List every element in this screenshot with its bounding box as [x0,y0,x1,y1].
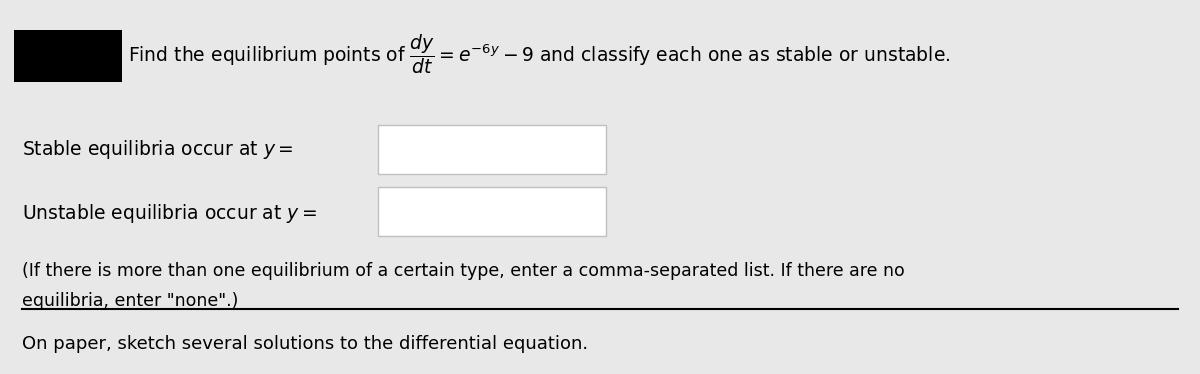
Text: Unstable equilibria occur at $y =$: Unstable equilibria occur at $y =$ [22,202,317,225]
Text: Find the equilibrium points of $\dfrac{dy}{dt} = e^{-6y} - 9$ and classify each : Find the equilibrium points of $\dfrac{d… [128,32,950,76]
Text: (If there is more than one equilibrium of a certain type, enter a comma-separate: (If there is more than one equilibrium o… [22,262,905,280]
Text: equilibria, enter "none".): equilibria, enter "none".) [22,292,238,310]
FancyBboxPatch shape [378,187,606,236]
Text: On paper, sketch several solutions to the differential equation.: On paper, sketch several solutions to th… [22,335,588,353]
FancyBboxPatch shape [378,125,606,174]
Bar [14,30,122,82]
Text: Stable equilibria occur at $y =$: Stable equilibria occur at $y =$ [22,138,293,161]
